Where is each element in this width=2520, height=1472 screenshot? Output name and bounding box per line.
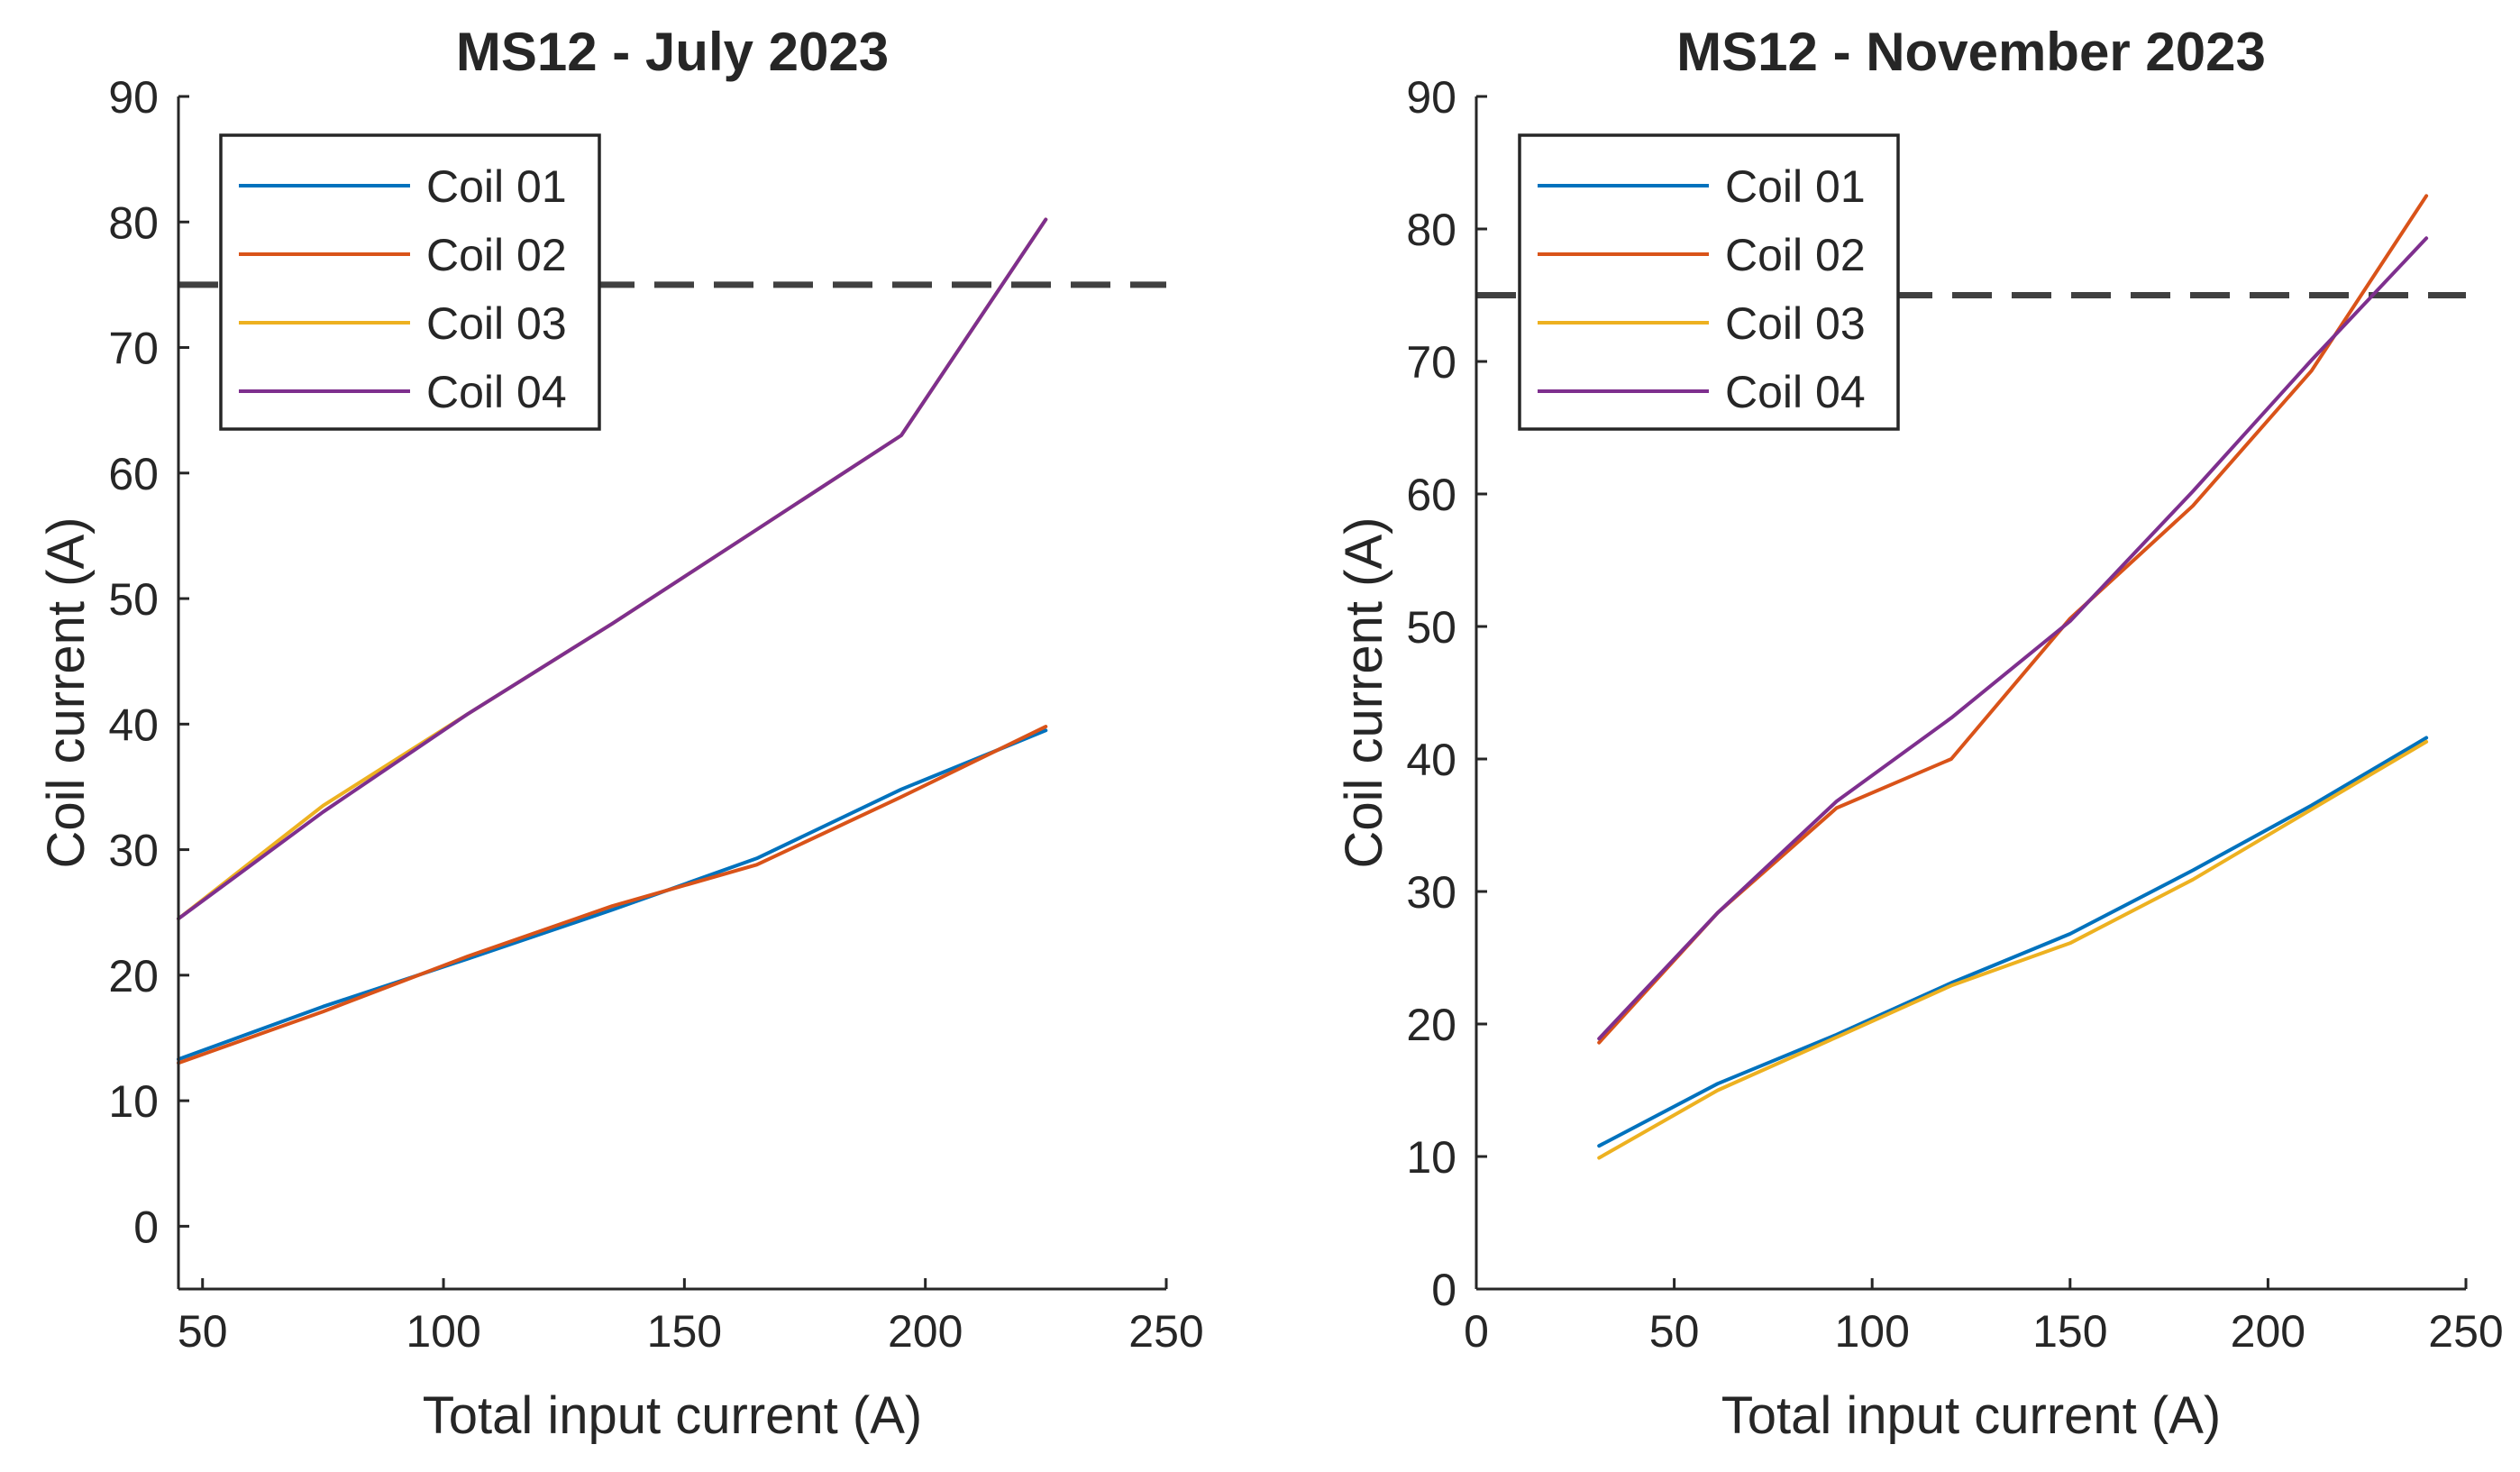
y-axis-label: Coil current (A) (37, 517, 96, 869)
y-tick-label: 10 (108, 1076, 159, 1127)
series-line-coil-01 (1597, 736, 2429, 1148)
y-tick-label: 50 (1406, 602, 1456, 653)
series-line-coil-04 (1597, 236, 2429, 1041)
y-tick-label: 70 (108, 324, 159, 374)
y-tick-label: 20 (1406, 1000, 1456, 1050)
chart-title: MS12 - November 2023 (1676, 22, 2266, 82)
y-tick-label: 70 (1406, 337, 1456, 388)
chart-title: MS12 - July 2023 (456, 22, 889, 82)
y-tick-label: 0 (1431, 1265, 1456, 1315)
x-tick-label: 200 (2231, 1306, 2305, 1357)
y-tick-label: 30 (1406, 867, 1456, 918)
x-tick-label: 250 (2428, 1306, 2503, 1357)
chart-july-2023: MS12 - July 2023 0 10 20 30 40 50 60 70 80 90 50 100… (37, 22, 1204, 1445)
legend-label-coil-04: Coil 04 (1725, 367, 1866, 417)
x-tick-label: 100 (406, 1306, 480, 1357)
x-tick-label: 250 (1128, 1306, 1203, 1357)
y-tick-label: 10 (1406, 1132, 1456, 1183)
legend-label-coil-03: Coil 03 (1725, 298, 1866, 349)
x-axis-label: Total input current (A) (1721, 1386, 2221, 1445)
x-tick-label: 50 (1649, 1306, 1700, 1357)
legend-label-coil-03: Coil 03 (426, 298, 567, 349)
x-tick-label: 0 (1464, 1306, 1489, 1357)
y-tick-label: 90 (108, 72, 159, 123)
y-tick-label: 40 (108, 699, 159, 750)
y-axis-label: Coil current (A) (1335, 517, 1393, 869)
legend-label-coil-04: Coil 04 (426, 367, 567, 417)
legend-label-coil-01: Coil 01 (426, 161, 567, 212)
legend-label-coil-01: Coil 01 (1725, 161, 1866, 212)
y-tick-label: 30 (108, 826, 159, 876)
y-tick-label: 60 (1406, 470, 1456, 520)
x-tick-label: 50 (178, 1306, 228, 1357)
y-tick-label: 40 (1406, 735, 1456, 785)
series-line-coil-03 (1597, 739, 2429, 1160)
legend-label-coil-02: Coil 02 (426, 230, 567, 280)
x-axis-label: Total input current (A) (423, 1386, 922, 1445)
y-tick-label: 0 (133, 1202, 159, 1252)
legend: Coil 01 Coil 02 Coil 03 Coil 04 (219, 133, 601, 431)
y-tick-label: 60 (108, 449, 159, 499)
x-tick-label: 200 (888, 1306, 963, 1357)
y-tick-label: 80 (108, 197, 159, 248)
series-line-coil-04 (177, 217, 1048, 921)
legend: Coil 01 Coil 02 Coil 03 Coil 04 (1518, 133, 1900, 431)
x-tick-label: 150 (2032, 1306, 2107, 1357)
y-tick-label: 90 (1406, 72, 1456, 123)
y-tick-label: 50 (108, 574, 159, 625)
x-tick-label: 150 (647, 1306, 722, 1357)
series-line-coil-01 (177, 728, 1048, 1062)
legend-label-coil-02: Coil 02 (1725, 230, 1866, 280)
y-tick-label: 20 (108, 951, 159, 1001)
x-tick-label: 100 (1834, 1306, 1909, 1357)
chart-november-2023: MS12 - November 2023 0 10 20 30 40 50 60 70 80 90 0… (1335, 22, 2504, 1445)
series-line-coil-02 (177, 725, 1048, 1065)
y-tick-label: 80 (1406, 205, 1456, 255)
